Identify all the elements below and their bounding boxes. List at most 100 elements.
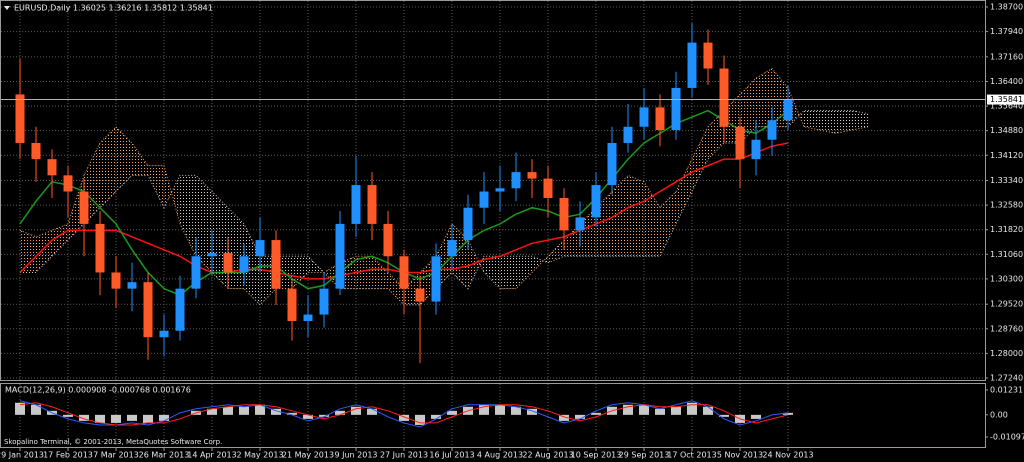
candle-body	[79, 191, 89, 224]
x-tick-label: 29 Jan 2013	[0, 451, 44, 460]
cloud-span-a	[19, 67, 869, 306]
macd-panel-frame	[0, 383, 986, 448]
candle-body	[607, 142, 617, 186]
macd-bar	[431, 414, 441, 419]
macd-bar	[783, 412, 793, 415]
candle-body	[367, 185, 377, 224]
candle-body	[271, 240, 281, 289]
cloud-span-b	[20, 110, 869, 306]
macd-main-line	[19, 400, 789, 428]
candle-body	[431, 256, 441, 302]
candle-body	[479, 191, 489, 208]
cloud-segment	[628, 175, 644, 257]
macd-bar	[111, 414, 121, 423]
cloud-segment	[132, 142, 148, 176]
cloud-segment	[532, 256, 548, 273]
candle-body	[175, 288, 185, 331]
candle-body	[447, 240, 457, 257]
candle-body	[351, 185, 361, 224]
macd-bar	[15, 402, 25, 415]
macd-bar	[31, 404, 41, 415]
candle-body	[63, 175, 73, 192]
macd-bar	[271, 408, 281, 415]
candle-body	[463, 207, 473, 241]
menu-triangle[interactable]	[4, 6, 10, 10]
footer: Skopalino Terminal, © 2001-2013, MetaQuo…	[4, 438, 222, 446]
macd-bar	[719, 414, 729, 417]
macd-bar	[591, 412, 601, 415]
y-tick-label: 1.34120	[990, 151, 1023, 160]
cloud-segment	[148, 165, 164, 208]
x-tick-label: 14 Apr 2013	[187, 451, 236, 460]
main-panel-frame	[0, 0, 986, 381]
macd-signal-line	[19, 402, 789, 426]
cloud-segment	[484, 256, 500, 289]
y-tick-label: 1.37160	[990, 52, 1023, 61]
y-tick-label: 1.28760	[990, 324, 1023, 333]
x-tick-label: 17 Oct 2013	[667, 451, 716, 460]
cloud-segment	[660, 191, 676, 257]
x-tick-label: 27 Jun 2013	[380, 451, 428, 460]
candle-body	[543, 178, 553, 199]
macd-bar	[495, 404, 505, 415]
cloud-segment	[516, 256, 532, 289]
cloud-segment	[212, 191, 228, 289]
macd-bar	[399, 414, 409, 421]
candle-body	[511, 172, 521, 189]
macd-bar	[239, 406, 249, 415]
cloud-segment	[804, 110, 820, 131]
candle-body	[255, 240, 265, 257]
candle-body	[751, 139, 761, 160]
x-tick-label: 22 Aug 2013	[522, 451, 573, 460]
cloud-segment	[100, 126, 116, 208]
cloud-segment	[612, 175, 628, 257]
candle-body	[575, 217, 585, 231]
candle-body	[143, 282, 153, 338]
cloud-segment	[852, 110, 868, 131]
y-tick-label: 1.31060	[990, 250, 1023, 259]
candle-body	[239, 256, 249, 273]
candle-body	[655, 107, 665, 131]
candle-body	[735, 126, 745, 160]
x-tick-label: 9 Jun 2013	[334, 451, 377, 460]
macd-bar	[511, 406, 521, 415]
candle-body	[287, 288, 297, 322]
candle-body	[159, 330, 169, 338]
cloud-segment	[836, 110, 852, 134]
macd-bar	[143, 414, 153, 423]
macd-bar	[639, 404, 649, 415]
macd-bar	[687, 402, 697, 415]
macd-title: MACD(12,26,9) 0.000908 -0.000768 0.00167…	[5, 386, 191, 395]
cloud-segment	[244, 223, 260, 305]
macd-bar	[479, 404, 489, 415]
candle-body	[495, 188, 505, 192]
macd-bar	[703, 406, 713, 415]
macd-bar	[127, 414, 137, 421]
last-price-box	[987, 94, 1024, 105]
candle-body	[719, 68, 729, 127]
candle-body	[319, 288, 329, 315]
macd-bar	[559, 414, 569, 421]
y-tick-label: 1.35640	[990, 102, 1023, 111]
cloud-segment	[692, 126, 708, 192]
x-tick-label: 4 Aug 2013	[477, 451, 523, 460]
y-tick-label: 1.31820	[990, 225, 1023, 234]
y-tick-label: 1.33340	[990, 176, 1023, 185]
candle-body	[703, 42, 713, 69]
cloud-segment	[196, 175, 212, 273]
cloud-segment	[644, 181, 660, 257]
candle-body	[15, 94, 25, 143]
y-tick-label: 1.30300	[990, 274, 1023, 283]
x-tick-label: 29 Sep 2013	[619, 451, 670, 460]
candle-body	[623, 126, 633, 143]
macd-bar	[367, 408, 377, 415]
macd-bar	[63, 414, 73, 417]
macd-bar	[671, 406, 681, 415]
cloud-segment	[180, 175, 196, 257]
y-tick-label: 1.38700	[990, 3, 1023, 12]
x-tick-label: 24 Nov 2013	[762, 451, 813, 460]
macd-bar	[655, 408, 665, 415]
candle-body	[783, 99, 793, 121]
x-tick-label: 10 Sep 2013	[571, 451, 622, 460]
cloud-segment	[20, 230, 36, 273]
